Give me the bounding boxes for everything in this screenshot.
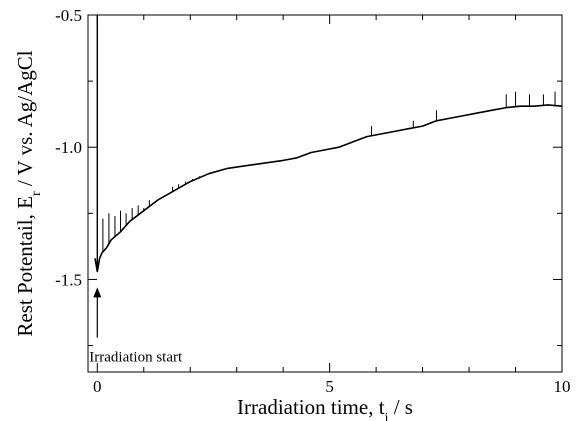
y-axis-title-main: Rest Potentail, E bbox=[13, 196, 37, 337]
x-axis-title-main: Irradiation time, t bbox=[237, 395, 385, 419]
y-tick-label-0: -0.5 bbox=[55, 6, 82, 25]
y-axis-title-subscript: r bbox=[29, 191, 44, 196]
y-axis-title: Rest Potentail, Er / V vs. Ag/AgCl bbox=[13, 50, 44, 336]
x-tick-label-0: 0 bbox=[93, 377, 102, 396]
x-tick-label-2: 10 bbox=[554, 377, 571, 396]
x-axis-title-subscript: i bbox=[385, 411, 389, 421]
y-tick-label-2: -1.5 bbox=[55, 270, 82, 289]
plot-area bbox=[93, 15, 563, 338]
plot-frame bbox=[87, 14, 563, 373]
x-axis-title: Irradiation time, ti / s bbox=[237, 395, 413, 421]
annotation-text: Irradiation start bbox=[89, 350, 183, 366]
x-tick-label-1: 5 bbox=[325, 377, 334, 396]
x-axis-title-unit: / s bbox=[388, 395, 413, 419]
y-axis-title-unit: / V vs. Ag/AgCl bbox=[13, 50, 37, 191]
ticks: 0 5 10 -0.5 -1.0 -1.5 bbox=[55, 6, 570, 396]
axes bbox=[87, 14, 563, 373]
series-line-0 bbox=[94, 104, 563, 273]
y-tick-label-1: -1.0 bbox=[55, 138, 82, 157]
annotation-arrow-head bbox=[93, 287, 102, 298]
